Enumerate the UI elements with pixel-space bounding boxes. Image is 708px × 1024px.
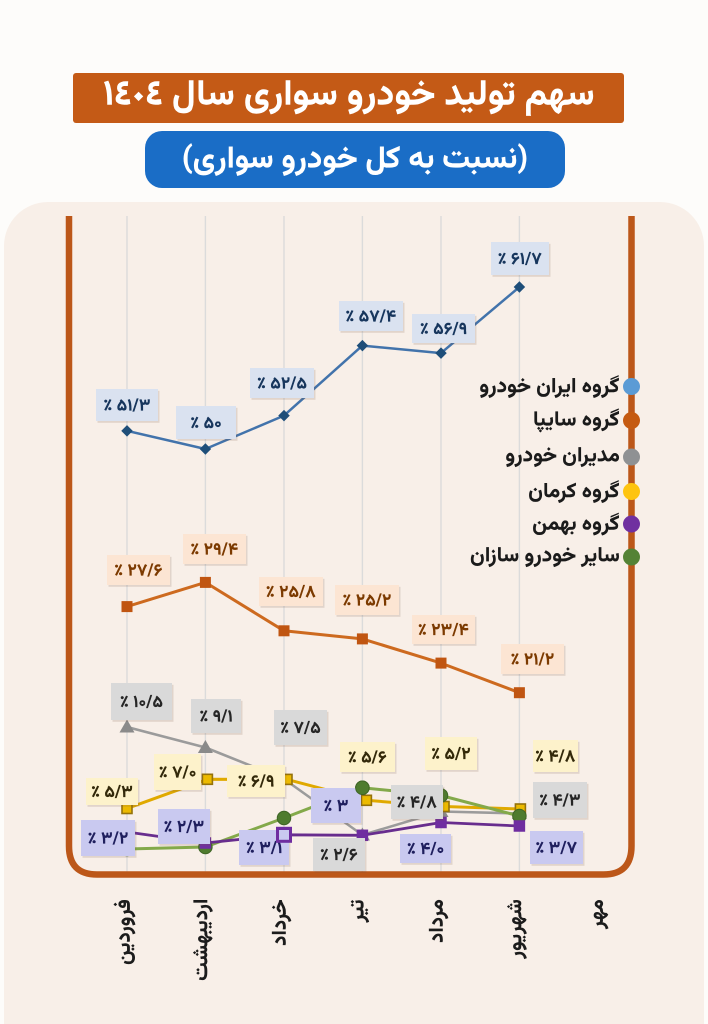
marker-bahman-3 [356, 829, 369, 842]
marker-iran-3 [356, 339, 369, 352]
legend-dot-5 [623, 548, 640, 566]
legend-dot-0 [623, 378, 640, 395]
marker-bahman-5 [513, 820, 526, 832]
marker-iran-5 [513, 281, 526, 293]
marker-saipa-2 [278, 625, 290, 637]
legend-label-svg-3 [529, 480, 619, 503]
legend [471, 375, 640, 567]
series-line-saipa [125, 580, 521, 695]
month-label-svg-2 [272, 900, 291, 945]
month-label-svg-5 [507, 900, 527, 959]
data-label-box-kerman-4 [425, 737, 477, 770]
marker-saipa-0 [121, 601, 133, 613]
marker-kerman-1 [201, 773, 214, 786]
legend-label-svg-0 [480, 375, 619, 398]
marker-kerman-3 [360, 794, 373, 807]
marker-iran-1 [199, 443, 212, 455]
marker-modiran-0 [119, 719, 135, 733]
legend-dot-3 [623, 483, 640, 500]
data-label-box-bahman-5 [530, 831, 583, 864]
marker-bahman-top-2 [276, 826, 292, 843]
marker-others-2 [276, 810, 292, 826]
data-label-box-modiran-3 [313, 838, 365, 871]
marker-iran-0 [121, 425, 133, 437]
marker-saipa-1 [199, 576, 211, 588]
marker-iran-2 [278, 409, 290, 422]
marker-others-top-3 [355, 780, 370, 796]
data-label-layer [81, 242, 589, 873]
data-label-box-bahman-3 [311, 788, 361, 823]
legend-dot-1 [623, 412, 640, 429]
marker-bahman-4 [435, 816, 447, 829]
month-label-svg-0 [113, 900, 135, 964]
month-label-svg-3 [351, 900, 369, 923]
title-banner: سهم تولید خودرو سواری سال ١٤٠٤ [73, 73, 624, 123]
legend-dot-4 [623, 515, 640, 533]
data-label-box-bahman-0 [81, 820, 135, 856]
legend-label-svg-1 [534, 408, 619, 432]
legend-label-svg-5 [471, 547, 619, 567]
legend-label-svg-4 [533, 513, 619, 536]
month-label-svg-4 [429, 900, 448, 942]
overlay-marker-layer [276, 780, 370, 843]
data-label-box-bahman-1 [158, 809, 210, 844]
legend-label-svg-2 [506, 447, 619, 467]
marker-iran-4 [435, 347, 447, 359]
marker-saipa-5 [513, 687, 525, 699]
month-label-svg-1 [193, 900, 213, 980]
data-label-box-iran-0 [96, 389, 158, 421]
data-label-box-iran-5 [491, 242, 549, 275]
plot-frame [65, 216, 635, 878]
data-label-box-kerman-3 [340, 742, 395, 772]
marker-modiran-1 [197, 740, 213, 753]
data-label-box-bahman-2 [239, 830, 289, 865]
marker-saipa-4 [435, 657, 447, 669]
subtitle-pill: (نسبت به کل خودرو سواری) [145, 131, 565, 188]
x-axis-labels [113, 900, 608, 980]
marker-saipa-3 [356, 633, 368, 645]
month-label-svg-6 [594, 900, 609, 929]
legend-dot-2 [623, 448, 640, 466]
data-label-box-saipa-5 [501, 644, 564, 674]
